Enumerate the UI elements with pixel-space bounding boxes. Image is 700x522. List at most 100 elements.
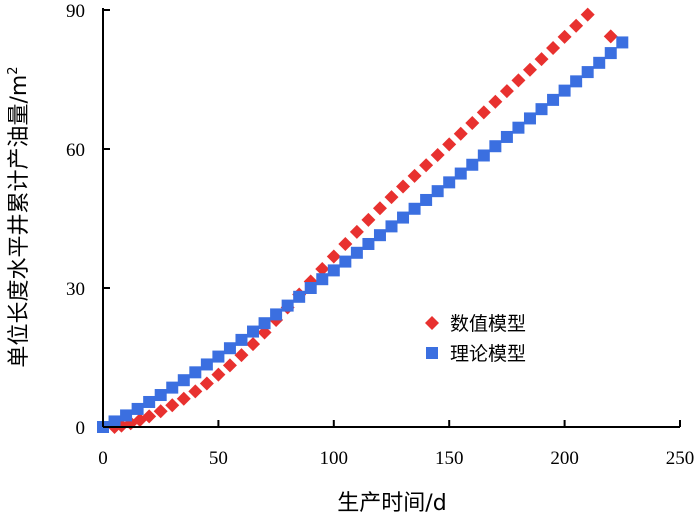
x-tick-label: 200 — [550, 448, 579, 469]
data-point — [453, 126, 468, 141]
y-tick-label: 90 — [66, 1, 85, 22]
data-point — [534, 52, 549, 67]
data-point — [339, 255, 352, 268]
data-point — [211, 367, 226, 382]
data-point — [304, 282, 317, 294]
data-point — [512, 121, 525, 134]
data-point — [293, 290, 306, 303]
data-point — [466, 158, 479, 171]
data-point — [580, 7, 595, 22]
data-point — [373, 229, 386, 242]
data-point — [212, 350, 225, 363]
data-point — [557, 29, 572, 44]
data-point — [420, 193, 433, 206]
data-point — [419, 158, 434, 173]
data-point — [442, 137, 457, 152]
data-point — [603, 29, 618, 44]
data-point — [570, 75, 583, 88]
data-point — [581, 66, 594, 79]
data-point — [234, 348, 249, 363]
data-point — [465, 116, 480, 131]
data-point — [407, 168, 422, 183]
data-point — [326, 249, 341, 264]
data-point — [535, 103, 548, 116]
axis-layer: 0 50 100 150 200 250 0 30 60 90 — [66, 1, 694, 469]
series-2 — [97, 36, 629, 433]
data-point — [166, 381, 179, 394]
data-point — [361, 212, 376, 227]
data-point — [430, 148, 445, 163]
data-point — [189, 366, 202, 379]
data-point — [246, 337, 261, 352]
data-point — [316, 273, 329, 286]
data-point — [142, 409, 157, 424]
data-point — [593, 56, 606, 69]
data-point — [222, 358, 237, 373]
x-tick-label: 100 — [320, 448, 349, 469]
data-point — [177, 374, 190, 387]
legend-marker-2 — [426, 347, 438, 359]
data-point — [270, 308, 283, 321]
data-point — [315, 262, 330, 277]
series-1 — [107, 7, 618, 434]
data-point — [108, 415, 121, 428]
data-point — [511, 73, 526, 88]
data-point — [616, 36, 629, 49]
y-tick-label: 30 — [66, 279, 85, 300]
data-point — [143, 395, 156, 408]
data-point — [558, 84, 571, 97]
x-tick-label: 250 — [666, 448, 695, 469]
data-point — [247, 325, 260, 338]
data-point — [131, 402, 144, 415]
data-point — [372, 201, 387, 216]
y-axis-title: 单位长度水平井累计产油量/m2 — [6, 66, 32, 367]
legend-label-1: 数值模型 — [450, 313, 526, 335]
data-point — [500, 130, 513, 143]
data-point — [385, 220, 398, 233]
x-tick-label: 0 — [98, 448, 108, 469]
data-point — [120, 409, 133, 422]
data-point — [165, 398, 180, 413]
data-point — [523, 112, 536, 125]
data-point — [188, 384, 203, 399]
y-axis-title-main: 单位长度水平井累计产油量/m — [7, 75, 32, 368]
data-point — [408, 202, 421, 215]
legend-label-2: 理论模型 — [450, 343, 526, 365]
data-point — [349, 224, 364, 239]
plot-layer — [97, 7, 629, 434]
data-point — [431, 185, 444, 198]
data-point — [176, 391, 191, 406]
x-axis-title: 生产时间/d — [337, 491, 446, 516]
data-point — [350, 246, 363, 259]
data-point — [362, 237, 375, 250]
data-point — [499, 84, 514, 99]
data-point — [384, 190, 399, 205]
y-axis-title-superscript: 2 — [6, 66, 21, 74]
data-point — [569, 18, 584, 33]
data-point — [477, 149, 490, 162]
data-point — [489, 140, 502, 153]
data-point — [154, 389, 167, 402]
data-point — [396, 179, 411, 194]
data-point — [338, 236, 353, 251]
data-point — [200, 358, 213, 371]
data-point — [454, 167, 467, 180]
data-point — [223, 342, 236, 355]
data-point — [546, 40, 561, 55]
x-tick-label: 50 — [209, 448, 228, 469]
y-tick-label: 0 — [76, 418, 86, 439]
data-point — [604, 47, 617, 60]
data-point — [327, 264, 340, 277]
data-point — [397, 211, 410, 224]
data-point — [443, 176, 456, 189]
data-point — [281, 299, 294, 312]
y-tick-label: 60 — [66, 140, 85, 161]
data-point — [153, 404, 168, 419]
data-point — [199, 376, 214, 391]
data-point — [522, 62, 537, 77]
data-point — [476, 105, 491, 120]
data-point — [547, 93, 560, 106]
